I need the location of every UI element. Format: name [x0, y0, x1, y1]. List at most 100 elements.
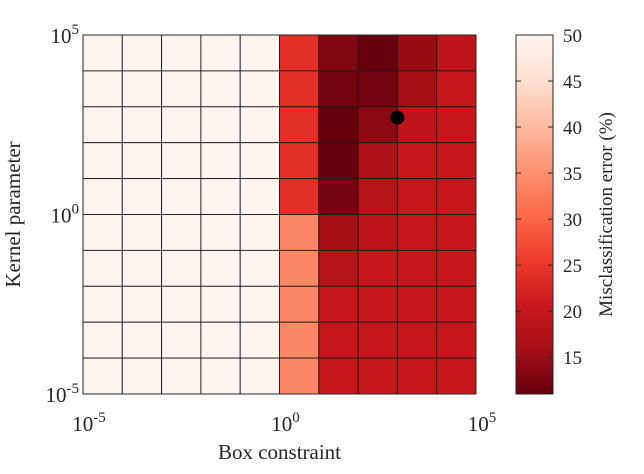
colorbar-tick-label: 50	[563, 26, 582, 47]
heatmap-cell	[357, 34, 398, 72]
heatmap-cell	[436, 357, 477, 395]
heatmap-cell	[279, 178, 320, 215]
heatmap-cell	[279, 321, 320, 359]
heatmap-cell	[82, 357, 123, 395]
heatmap-cell	[82, 142, 123, 180]
heatmap-cell	[436, 70, 477, 108]
heatmap-cell	[279, 214, 320, 251]
heatmap-cell	[200, 321, 241, 359]
heatmap-cell	[200, 357, 241, 395]
axis-ticks: 10-5 100 105 10-5 100 105	[46, 22, 497, 436]
heatmap-cell	[239, 249, 280, 287]
heatmap-cell	[318, 357, 359, 395]
heatmap-cell	[318, 321, 359, 359]
heatmap-cell	[239, 321, 280, 359]
heatmap-cell	[318, 106, 359, 144]
heatmap-cell	[121, 34, 163, 72]
y-tick-label: 100	[51, 202, 80, 228]
heatmap-cell	[200, 142, 241, 180]
heatmap-cell	[161, 70, 202, 108]
heatmap-cell	[82, 214, 123, 251]
plot-frame	[82, 34, 477, 395]
heatmap-cell	[436, 285, 477, 323]
heatmap-cell	[82, 34, 123, 72]
heatmap-cell	[357, 70, 398, 108]
heatmap-cell	[279, 285, 320, 323]
heatmap-cell	[357, 142, 398, 180]
heatmap-cell	[318, 178, 359, 215]
heatmap-cell	[318, 249, 359, 287]
heatmap-cell	[318, 142, 359, 180]
heatmap-cell	[200, 70, 241, 108]
heatmap-cell	[396, 70, 438, 108]
heatmap-cell	[436, 106, 477, 144]
heatmap-cell	[82, 106, 123, 144]
heatmap-cell	[161, 285, 202, 323]
colorbar-tick-label: 45	[563, 72, 582, 93]
heatmap-cell	[357, 178, 398, 215]
heatmap-cell	[161, 249, 202, 287]
heatmap-cell	[82, 249, 123, 287]
heatmap-cell	[396, 214, 438, 251]
heatmap-cell	[200, 34, 241, 72]
heatmap-cell	[279, 70, 320, 108]
heatmap-cell	[200, 285, 241, 323]
heatmap-cell	[436, 214, 477, 251]
heatmap-cell	[200, 178, 241, 215]
heatmap-cell	[318, 70, 359, 108]
heatmap-cell	[161, 142, 202, 180]
heatmap-cell	[396, 249, 438, 287]
heatmap-cell	[357, 285, 398, 323]
heatmap-cell	[121, 142, 163, 180]
heatmap-cell	[121, 357, 163, 395]
heatmap-cell	[396, 106, 438, 144]
heatmap-cell	[239, 357, 280, 395]
y-tick-label: 105	[51, 22, 80, 48]
heatmap-cell	[318, 34, 359, 72]
heatmap-cell	[82, 70, 123, 108]
heatmap-cell	[436, 142, 477, 180]
colorbar-tick-label: 20	[563, 302, 582, 323]
heatmap-cell	[318, 285, 359, 323]
heatmap-cell	[200, 106, 241, 144]
heatmap-cell	[161, 178, 202, 215]
colorbar-label: Misclassification error (%)	[596, 112, 617, 317]
heatmap-cell	[239, 285, 280, 323]
optimum-marker	[390, 110, 405, 125]
heatmap-cell	[239, 34, 280, 72]
colorbar-tick-label: 25	[563, 256, 582, 277]
colorbar-tick-label: 40	[563, 118, 582, 139]
heatmap-cell	[357, 321, 398, 359]
heatmap-cell	[121, 214, 163, 251]
heatmap-cell	[279, 34, 320, 72]
colorbar-tick-label: 30	[563, 210, 582, 231]
heatmap-cell	[357, 357, 398, 395]
heatmap-cell	[396, 357, 438, 395]
heatmap-cell	[396, 285, 438, 323]
heatmap-cell	[396, 178, 438, 215]
heatmap-cell	[357, 106, 398, 144]
heatmap-cell	[82, 321, 123, 359]
x-tick-label: 105	[468, 410, 497, 436]
heatmap-cell	[239, 106, 280, 144]
heatmap-cell	[161, 357, 202, 395]
heatmap-cell	[239, 178, 280, 215]
heatmap-cell	[357, 249, 398, 287]
y-tick-label: 10-5	[46, 381, 80, 407]
heatmap-cell	[161, 106, 202, 144]
x-tick-label: 100	[271, 410, 300, 436]
heatmap-cell	[161, 321, 202, 359]
heatmap-cell	[279, 249, 320, 287]
heatmap-cell	[82, 285, 123, 323]
heatmap-cell	[121, 285, 163, 323]
colorbar	[515, 34, 554, 395]
y-axis-label: Kernel parameter	[1, 141, 25, 287]
heatmap-cell	[436, 321, 477, 359]
heatmap-cell	[436, 178, 477, 215]
heatmap-cell	[279, 357, 320, 395]
heatmap-cell	[396, 321, 438, 359]
colorbar-ticks: 15 20 25 30 35 40 45 50	[516, 26, 582, 369]
heatmap-cell	[239, 214, 280, 251]
